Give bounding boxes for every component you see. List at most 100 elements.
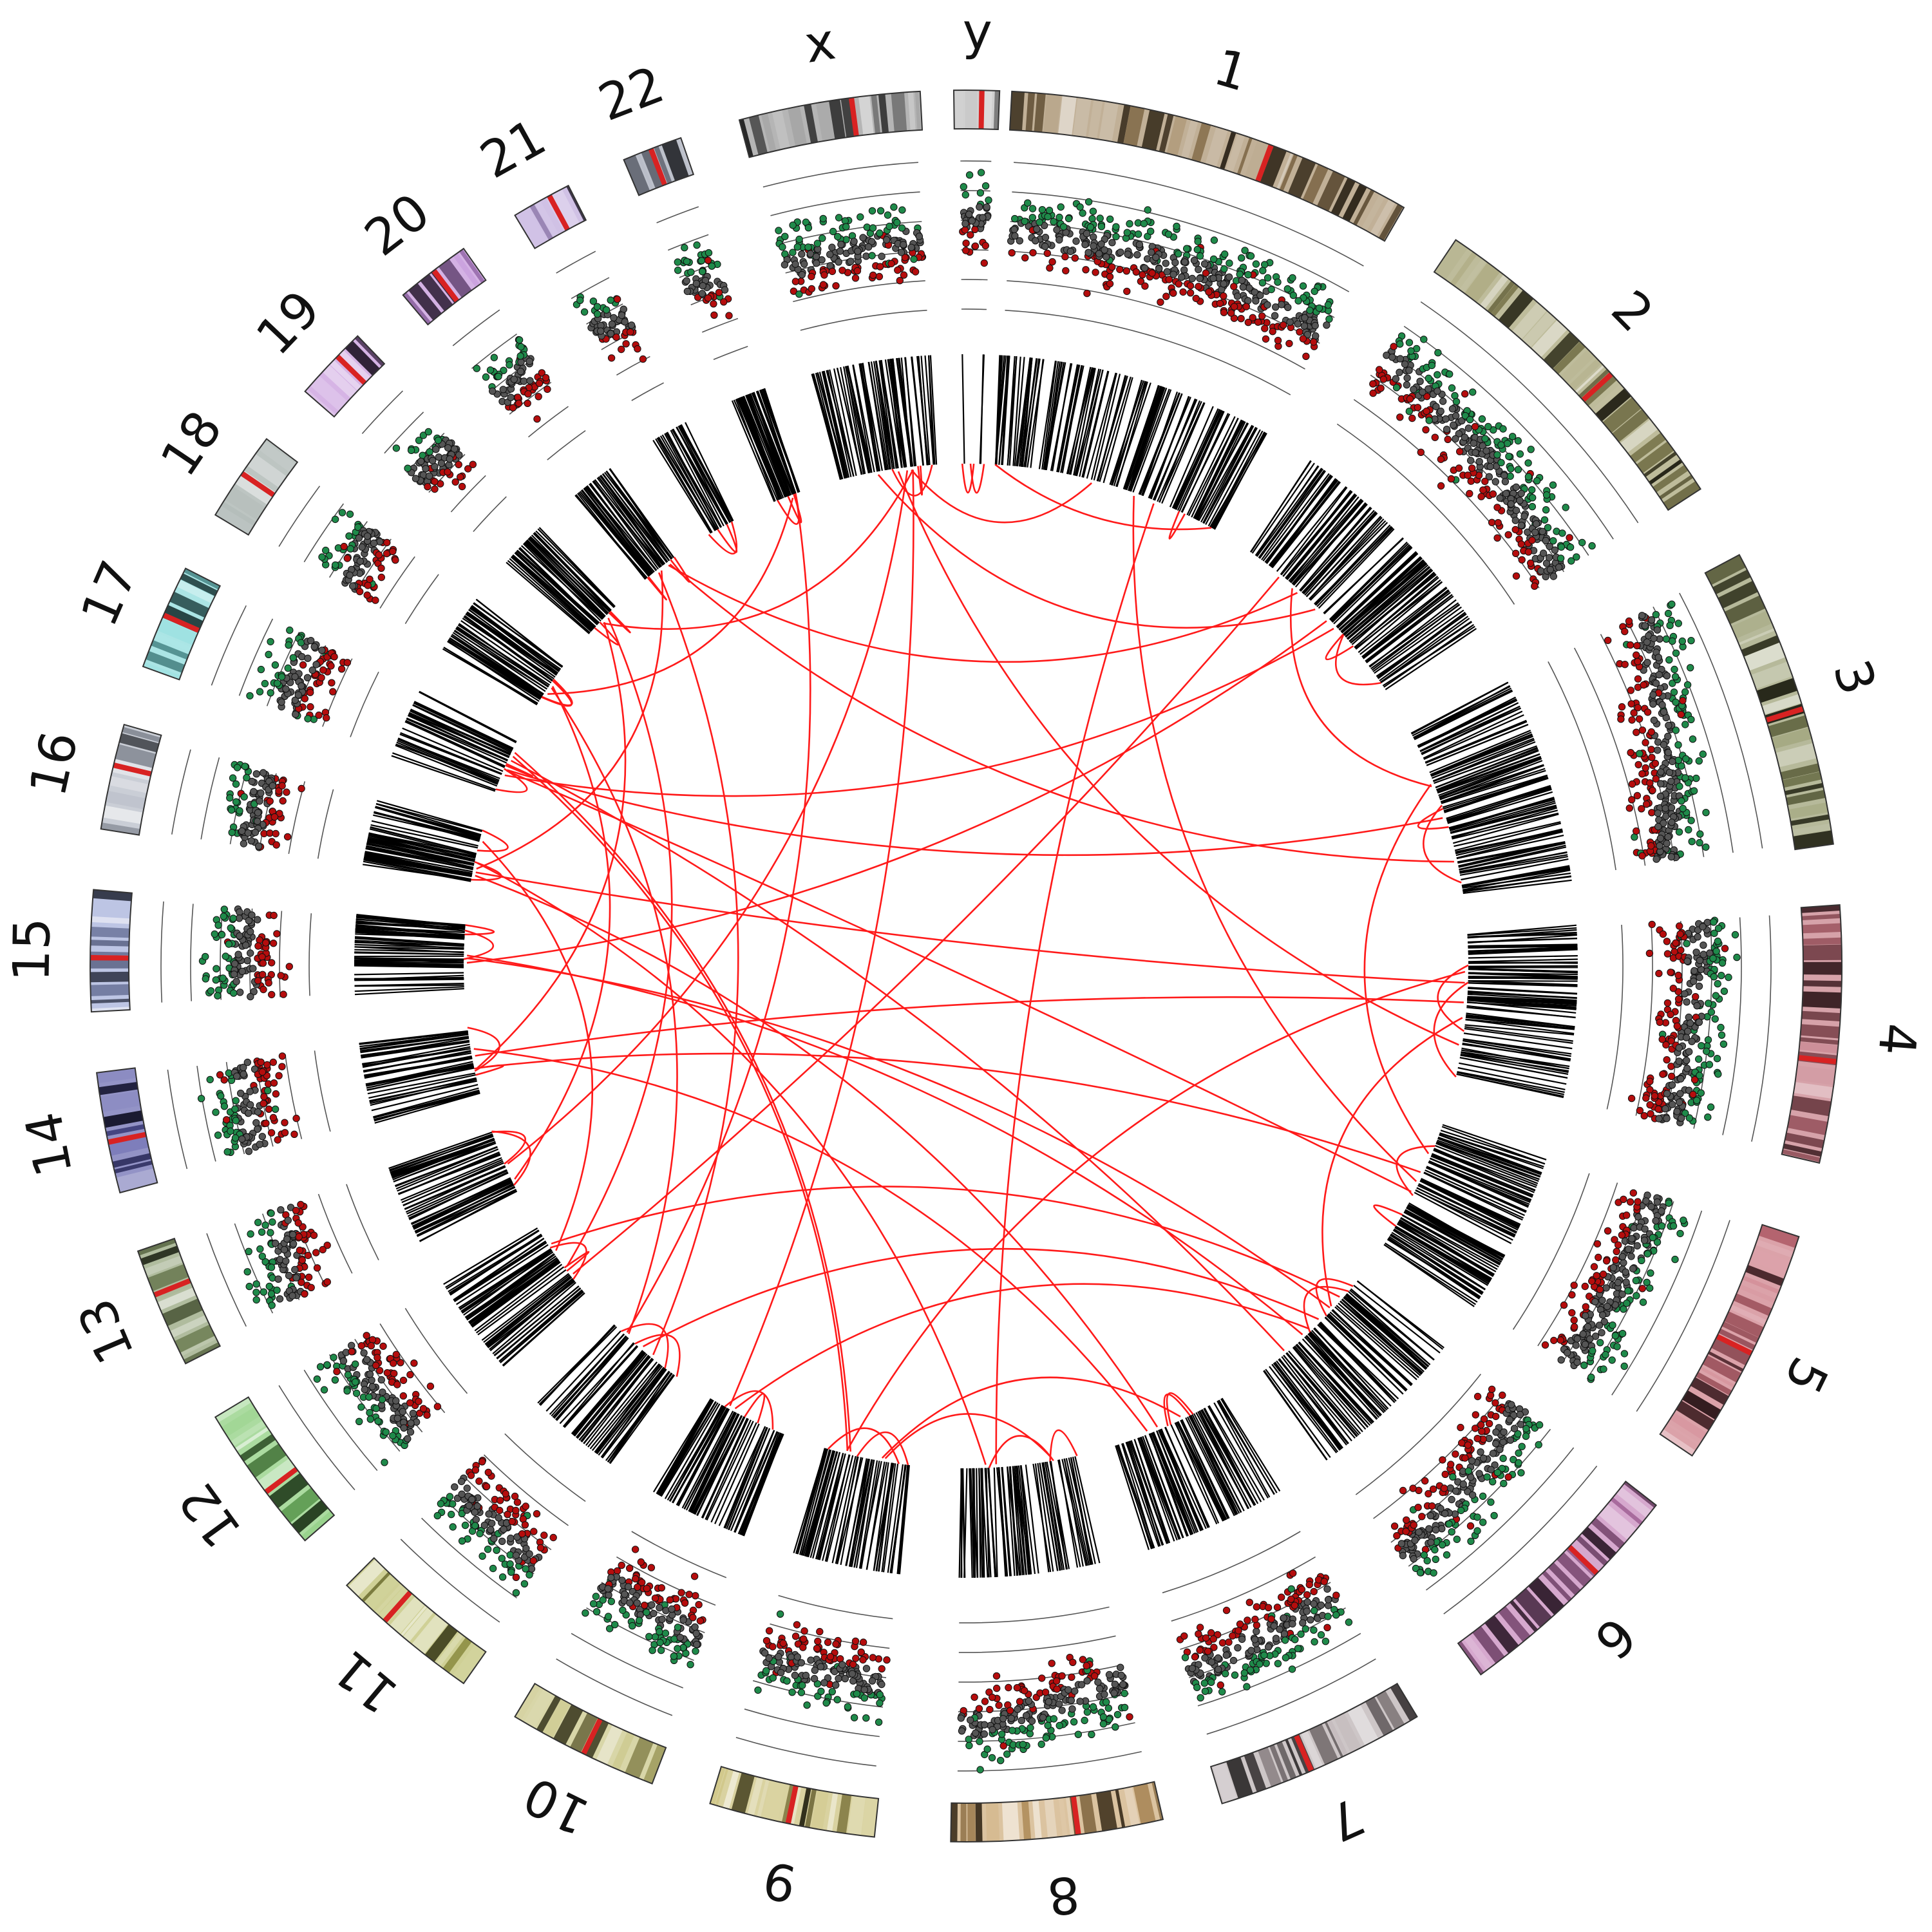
link-14-19 (477, 621, 627, 1069)
rearrangement-bars-8 (958, 1429, 1101, 1578)
link-12-19 (566, 618, 673, 1267)
chromosome-label-7: 7 (1320, 1786, 1372, 1852)
link-9-4 (846, 971, 1466, 1452)
chromosome-label-13: 13 (67, 1290, 146, 1372)
link-2-17 (504, 627, 1334, 797)
link-11-20 (652, 572, 739, 1356)
chromosome-label-21: 21 (471, 108, 555, 190)
rearrangement-bars-5 (1373, 1124, 1547, 1307)
copy-number-11 (400, 1433, 586, 1623)
rearrangement-bars-4 (1433, 924, 1578, 1099)
ideogram-ring (90, 89, 1842, 1842)
copy-number-22 (656, 206, 748, 361)
link-1-8 (995, 503, 1155, 1464)
copy-number-13 (206, 1184, 379, 1327)
link-10-x (729, 469, 914, 1406)
ideogram-5 (1659, 1224, 1800, 1457)
link-7-14 (473, 1048, 1148, 1432)
link-19-x (603, 469, 914, 630)
copy-number-10 (556, 1531, 727, 1716)
rearrangement-bars-17 (391, 690, 533, 793)
chromosome-label-3: 3 (1822, 653, 1887, 701)
ideogram-6 (1457, 1480, 1658, 1676)
rearrangement-bars-20 (574, 468, 690, 601)
copy-number-6 (1355, 1374, 1598, 1615)
link-6-17 (510, 759, 1285, 1352)
ideogram-10 (514, 1682, 667, 1785)
copy-number-16 (171, 749, 334, 859)
link-10-6 (734, 1283, 1309, 1410)
copy-number-19 (361, 390, 507, 533)
link-x-4 (897, 471, 1459, 1046)
link-13-18 (514, 686, 611, 1180)
chromosome-label-1: 1 (1208, 39, 1255, 103)
link-18-22 (547, 497, 794, 695)
chromosome-label-20: 20 (355, 183, 441, 268)
rearrangement-bars-y (961, 354, 985, 494)
copy-number-8 (957, 1606, 1142, 1774)
link-1-x (911, 469, 1092, 524)
copy-number-9 (735, 1595, 893, 1766)
link-8-9 (884, 1413, 1052, 1459)
link-4-16 (475, 871, 1465, 984)
chromosome-label-11: 11 (323, 1638, 409, 1724)
rearrangement-bars-19 (506, 527, 631, 646)
copy-number-14 (167, 1050, 331, 1170)
ideogram-11 (345, 1557, 487, 1685)
chromosome-label-5: 5 (1772, 1349, 1839, 1403)
copy-number-12 (278, 1307, 468, 1491)
chromosome-label-4: 4 (1867, 1021, 1927, 1058)
copy-number-x (762, 162, 927, 331)
chromosome-label-12: 12 (168, 1472, 252, 1558)
ideogram-20 (402, 247, 487, 326)
link-20-2 (668, 564, 1298, 663)
link-11-22 (626, 497, 811, 1333)
copy-number-2 (1336, 301, 1639, 605)
copy-number-18 (278, 486, 439, 625)
ideogram-16 (100, 723, 162, 836)
chromosome-label-17: 17 (70, 553, 149, 634)
chromosome-label-16: 16 (19, 726, 90, 801)
link-16-7 (475, 875, 1159, 1428)
ideogram-22 (623, 137, 695, 196)
ideogram-15 (90, 889, 133, 1013)
copy-number-y (959, 160, 992, 310)
rearrangement-bars-2 (1249, 460, 1477, 690)
rearrangement-bars-22 (731, 388, 802, 525)
copy-number-15 (160, 901, 312, 1003)
copy-number-20 (452, 309, 586, 460)
rearrangement-bars-13 (388, 1130, 531, 1242)
rearrangement-bars-15 (354, 914, 495, 996)
link-17-9 (514, 752, 851, 1452)
rearrangement-bars-1 (994, 355, 1267, 540)
chromosome-label-19: 19 (245, 280, 332, 366)
ideogram-14 (95, 1067, 158, 1194)
copy-number-track (160, 160, 1772, 1774)
rearrangement-bars-10 (652, 1390, 784, 1537)
chromosome-label-9: 9 (759, 1850, 802, 1913)
rearrangement-bars-x (811, 355, 938, 497)
chromosome-label-x: x (800, 13, 839, 75)
link-12-16 (482, 840, 594, 1251)
rearrangement-bars-12 (443, 1227, 590, 1367)
rearrangement-bars-16 (363, 800, 509, 882)
link-15-6 (466, 957, 1331, 1309)
chromosome-label-6: 6 (1583, 1605, 1646, 1669)
link-5-17 (506, 770, 1412, 1193)
copy-number-17 (211, 605, 379, 737)
rearrangement-bars-21 (652, 422, 738, 555)
chromosome-label-14: 14 (15, 1107, 84, 1181)
link-4-6 (1321, 1017, 1463, 1307)
chromosome-label-y: y (962, 3, 992, 62)
link-2-12 (573, 576, 1280, 1275)
link-3-20 (669, 564, 1454, 863)
ideogram-13 (137, 1237, 222, 1365)
ideogram-17 (142, 567, 222, 681)
rearrangement-bars-9 (793, 1427, 910, 1575)
chromosome-label-18: 18 (150, 401, 234, 487)
ideogram-7 (1209, 1682, 1418, 1804)
link-13-x (507, 470, 909, 1165)
link-1-5 (1132, 496, 1417, 1182)
translocation-links (466, 469, 1466, 1465)
